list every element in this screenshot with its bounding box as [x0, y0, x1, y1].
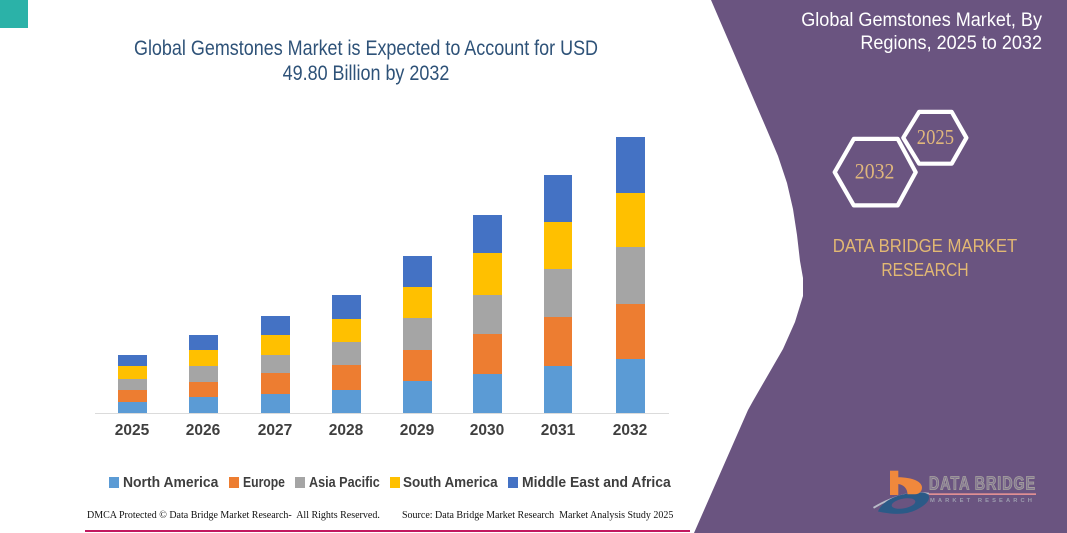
svg-text:2025: 2025 — [917, 125, 954, 149]
svg-text:MARKET RESEARCH: MARKET RESEARCH — [930, 498, 1035, 504]
svg-text:DATA BRIDGE: DATA BRIDGE — [929, 474, 1036, 494]
svg-text:2032: 2032 — [855, 159, 895, 184]
